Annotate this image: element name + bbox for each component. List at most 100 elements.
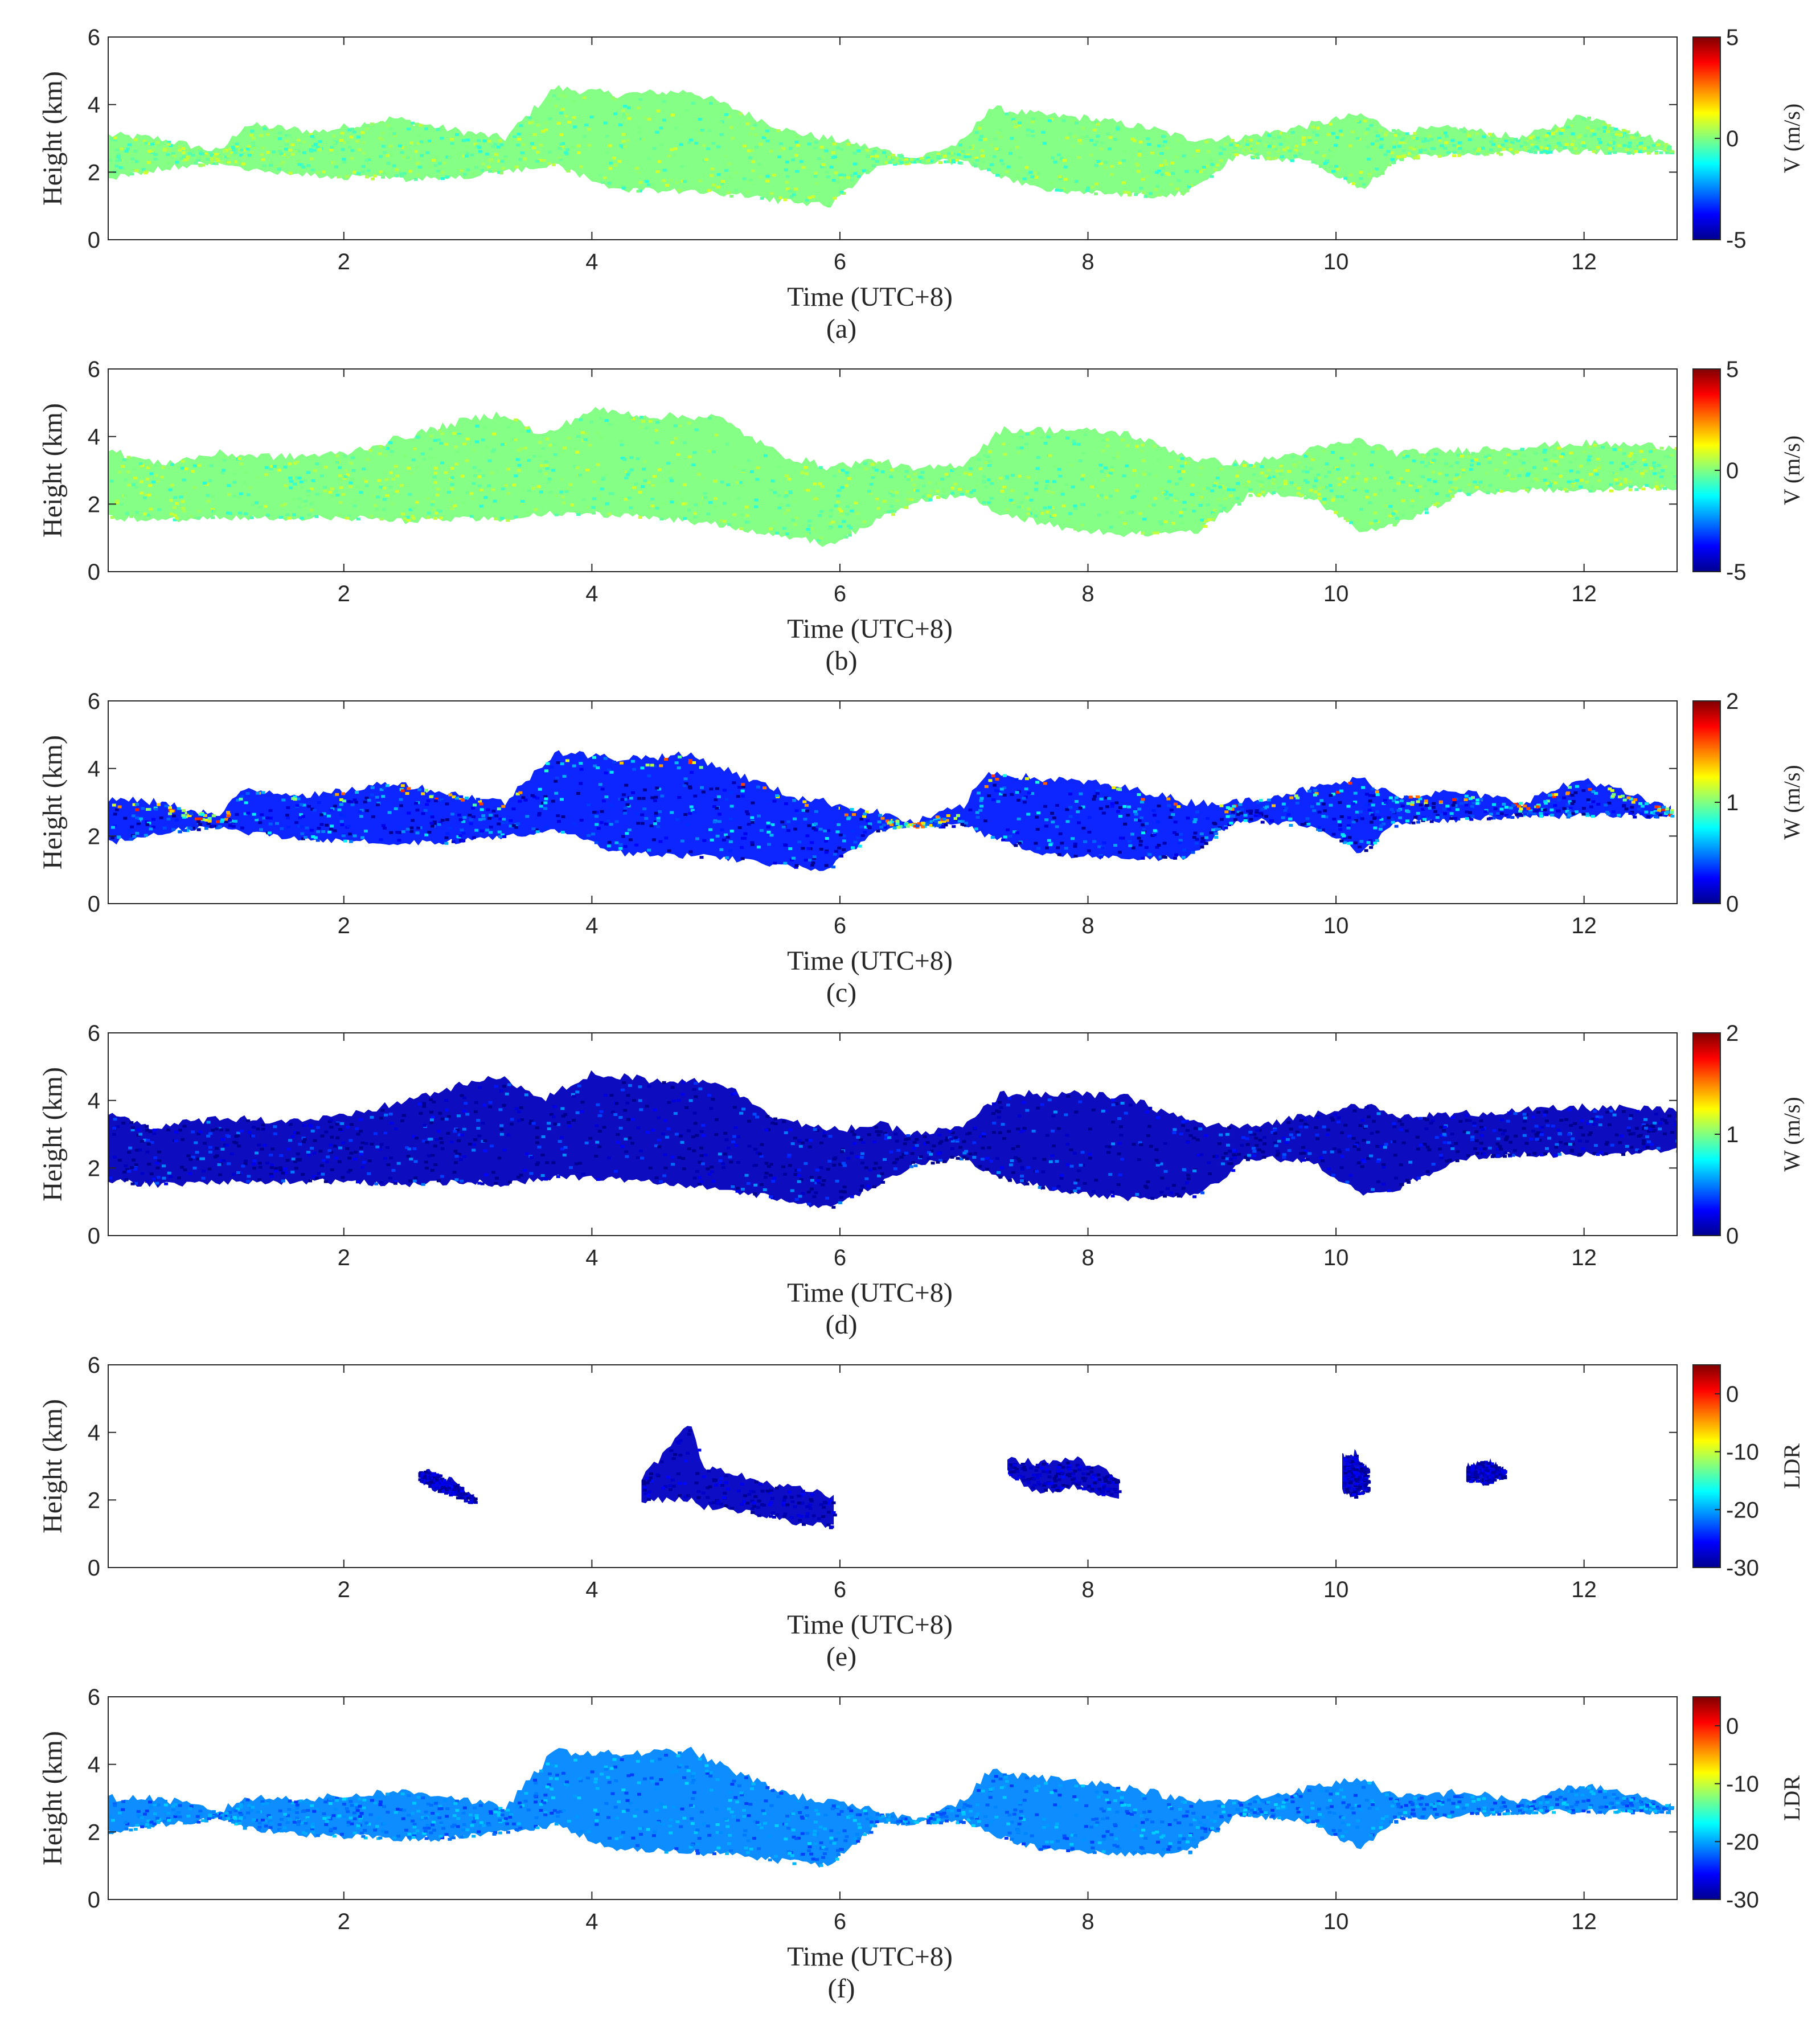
echo-speckle [464,797,469,799]
colorbar-tick-label: 0 [1726,892,1739,917]
echo-speckle [149,827,153,831]
echo-speckle [1443,812,1448,815]
echo-speckle [1592,133,1597,136]
echo-speckle [1134,818,1138,822]
echo-speckle [1458,147,1462,150]
echo-speckle [1155,820,1160,824]
echo-speckle [906,491,911,494]
echo-speckle [1130,832,1134,836]
x-axis-label: Time (UTC+8) [787,946,953,976]
echo-speckle [535,1126,539,1130]
echo-speckle [472,466,477,469]
echo-speckle [1213,822,1218,826]
echo-speckle [1046,490,1051,493]
echo-speckle [232,148,236,151]
echo-speckle [280,504,285,507]
echo-speckle [1034,487,1038,491]
x-tick-label: 8 [1081,249,1094,274]
echo-speckle [364,159,368,162]
echo-speckle [311,145,315,148]
echo-speckle [961,146,965,149]
echo-speckle [470,172,475,175]
echo-speckle [390,450,394,453]
echo-speckle [1059,1176,1064,1180]
echo-speckle [370,793,374,797]
echo-speckle [1604,1143,1609,1146]
echo-speckle [1057,467,1061,471]
echo-speckle [123,817,128,820]
echo-speckle [1104,166,1108,170]
echo-speckle [675,181,679,184]
echo-speckle [1364,477,1368,481]
echo-speckle [1324,815,1329,819]
echo-speckle [1393,510,1398,513]
echo-speckle [579,782,583,785]
echo-speckle [544,769,548,773]
echo-speckle [278,1166,282,1170]
echo-speckle [1240,807,1244,811]
echo-speckle [601,476,606,479]
echo-speckle [133,149,138,153]
echo-speckle [1551,128,1556,132]
echo-speckle [743,832,748,835]
echo-speckle [618,847,623,850]
echo-speckle [148,484,153,487]
echo-speckle [1625,137,1629,140]
echo-speckle [1470,805,1474,809]
echo-speckle [1476,462,1481,466]
echo-speckle [834,171,838,174]
echo-speckle [650,498,654,500]
echo-speckle [582,96,587,99]
echo-speckle [341,792,346,795]
echo-speckle [963,471,968,475]
echo-speckle [1072,1151,1077,1155]
echo-speckle [989,497,994,500]
echo-speckle [134,486,138,489]
echo-speckle [432,158,436,162]
echo-speckle [667,154,671,158]
echo-speckle [1163,140,1167,143]
echo-speckle [1303,1150,1308,1153]
echo-speckle [365,809,370,813]
echo-speckle [1193,818,1198,821]
echo-speckle [1508,143,1512,147]
echo-speckle [1509,806,1513,810]
x-tick-label: 12 [1571,581,1597,606]
echo-speckle [769,192,774,195]
echo-speckle [1550,460,1555,463]
echo-speckle [1424,799,1428,803]
echo-speckle [638,516,642,519]
echo-speckle [791,518,796,522]
echo-speckle [1553,145,1558,149]
echo-speckle [801,166,806,169]
echo-speckle [1180,457,1184,460]
echo-speckle [272,150,276,154]
echo-speckle [916,160,920,163]
echo-speckle [116,835,121,839]
echo-speckle [725,835,730,839]
echo-speckle [722,502,727,505]
echo-speckle [118,158,122,162]
echo-speckle [153,153,158,156]
echo-speckle [968,473,972,476]
echo-speckle [1649,450,1653,453]
echo-speckle [675,502,679,505]
echo-speckle [844,813,848,817]
echo-speckle [273,136,277,139]
echo-speckle [974,458,979,461]
echo-speckle [149,472,154,475]
echo-speckle [409,141,414,145]
echo-speckle [1134,162,1139,166]
echo-speckle [1364,793,1369,796]
echo-speckle [1229,143,1233,147]
echo-speckle [244,801,248,805]
echo-speckle [999,159,1004,162]
echo-speckle [1348,144,1352,147]
echo-speckle [889,469,894,471]
echo-speckle [1081,474,1085,477]
echo-speckle [856,517,860,520]
echo-speckle [875,159,879,163]
echo-speckle [1505,469,1509,472]
echo-speckle [1286,135,1290,138]
